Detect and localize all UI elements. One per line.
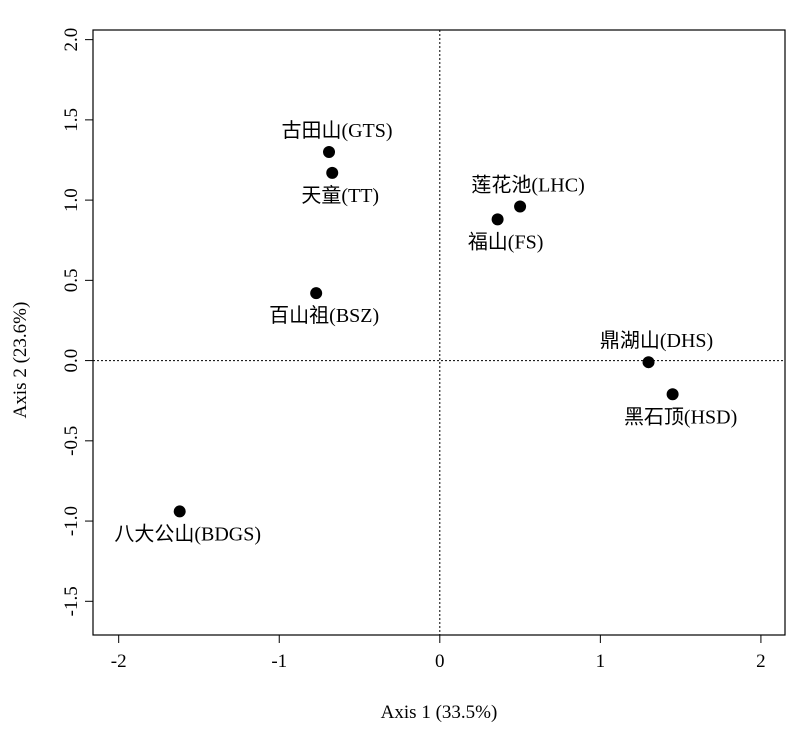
x-tick-label: -2 — [111, 651, 127, 672]
x-tick-label: 1 — [596, 651, 606, 672]
point-label: 莲花池(LHC) — [471, 174, 584, 197]
data-point — [326, 166, 339, 179]
data-point — [310, 287, 323, 300]
y-tick-label: 1.0 — [61, 188, 82, 212]
data-point — [514, 200, 527, 213]
data-point — [173, 505, 186, 518]
point-label: 八大公山(BDGS) — [114, 522, 261, 545]
y-tick-label: -0.5 — [61, 426, 82, 456]
point-label: 鼎湖山(DHS) — [600, 329, 713, 352]
plot-frame — [92, 29, 786, 636]
data-point — [642, 356, 655, 369]
point-label: 天童(TT) — [301, 184, 379, 207]
y-tick-label: -1.5 — [61, 586, 82, 616]
point-label: 黑石顶(HSD) — [624, 406, 737, 428]
data-point — [323, 145, 336, 158]
x-tick-label: 2 — [756, 651, 766, 672]
y-tick-label: 2.0 — [61, 28, 82, 52]
y-axis-label: Axis 2 (23.6%) — [10, 302, 31, 419]
x-tick-label: 0 — [435, 651, 445, 672]
point-label: 福山(FS) — [468, 230, 544, 253]
data-point — [491, 213, 504, 226]
y-tick-label: -1.0 — [61, 506, 82, 536]
x-tick-label: -1 — [271, 651, 287, 672]
y-tick-label: 1.5 — [61, 108, 82, 132]
x-axis-label: Axis 1 (33.5%) — [381, 702, 498, 723]
point-label: 古田山(GTS) — [281, 119, 392, 142]
data-point — [666, 388, 679, 401]
y-tick-label: 0.5 — [61, 268, 82, 292]
point-label: 百山祖(BSZ) — [269, 304, 379, 327]
y-tick-label: 0.0 — [61, 349, 82, 373]
